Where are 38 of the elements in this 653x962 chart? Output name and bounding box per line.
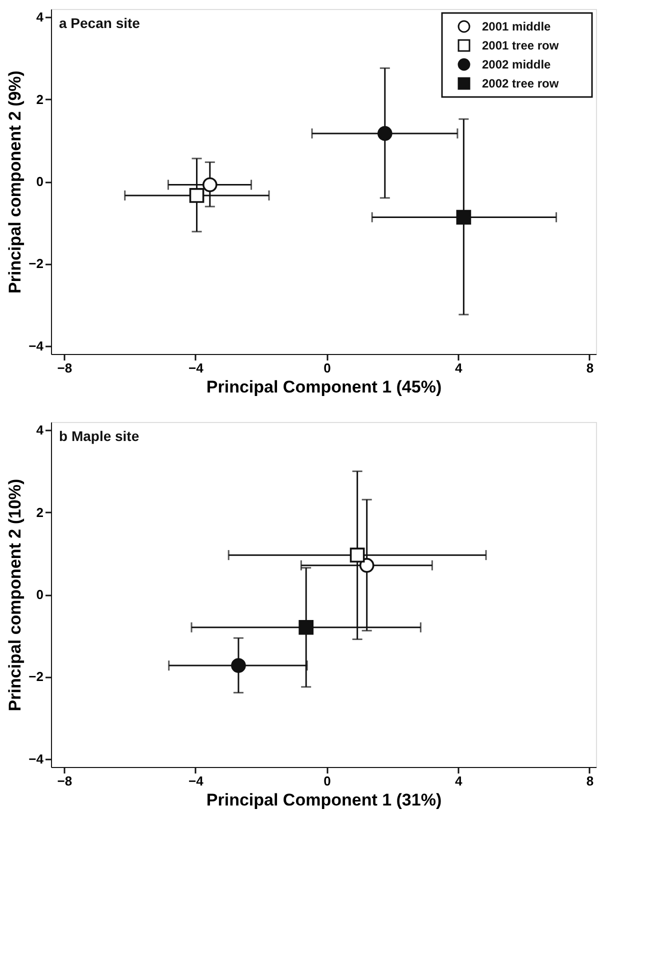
point	[298, 620, 314, 635]
x-axis-title: Principal Component 1 (31%)	[206, 790, 442, 810]
x-tick-label: −4	[188, 774, 204, 788]
point	[359, 558, 374, 573]
point	[377, 126, 392, 141]
legend-label: 2001 middle	[482, 20, 552, 34]
point	[456, 210, 472, 225]
x-tick-label: 4	[454, 360, 463, 376]
x-tick-label: 0	[324, 774, 331, 788]
legend-label: 2001 tree row	[482, 38, 560, 52]
y-tick-label: 4	[36, 10, 44, 25]
x-tick-label: −8	[57, 774, 72, 788]
y-tick-label: −4	[28, 338, 44, 354]
legend-label: 2002 tree row	[482, 76, 560, 90]
y-axis-title: Principal component 2 (9%)	[6, 70, 25, 294]
x-tick-label: 0	[324, 360, 331, 376]
y-tick-label: −4	[28, 751, 44, 766]
point	[189, 188, 204, 203]
y-tick-label: 4	[36, 422, 44, 438]
point	[231, 658, 246, 673]
x-tick-label: −8	[57, 360, 72, 376]
x-axis-title: Principal Component 1 (45%)	[206, 378, 442, 396]
x-tick-label: −4	[188, 360, 204, 376]
y-tick-label: −2	[28, 669, 44, 684]
y-tick-label: 0	[36, 587, 44, 602]
y-axis-title: Principal component 2 (10%)	[6, 478, 25, 712]
legend-label: 2002 middle	[482, 58, 552, 72]
point	[350, 548, 365, 562]
y-tick-label: 0	[36, 174, 44, 189]
y-tick-label: 2	[36, 504, 44, 520]
chart-title: b Maple site	[59, 428, 140, 444]
chart-title: a Pecan site	[59, 15, 140, 31]
y-tick-label: −2	[28, 256, 44, 272]
y-tick-label: 2	[36, 92, 44, 107]
x-tick-label: 4	[454, 774, 463, 788]
x-tick-label: 8	[586, 360, 594, 376]
point	[202, 177, 218, 192]
x-tick-label: 8	[586, 774, 594, 788]
